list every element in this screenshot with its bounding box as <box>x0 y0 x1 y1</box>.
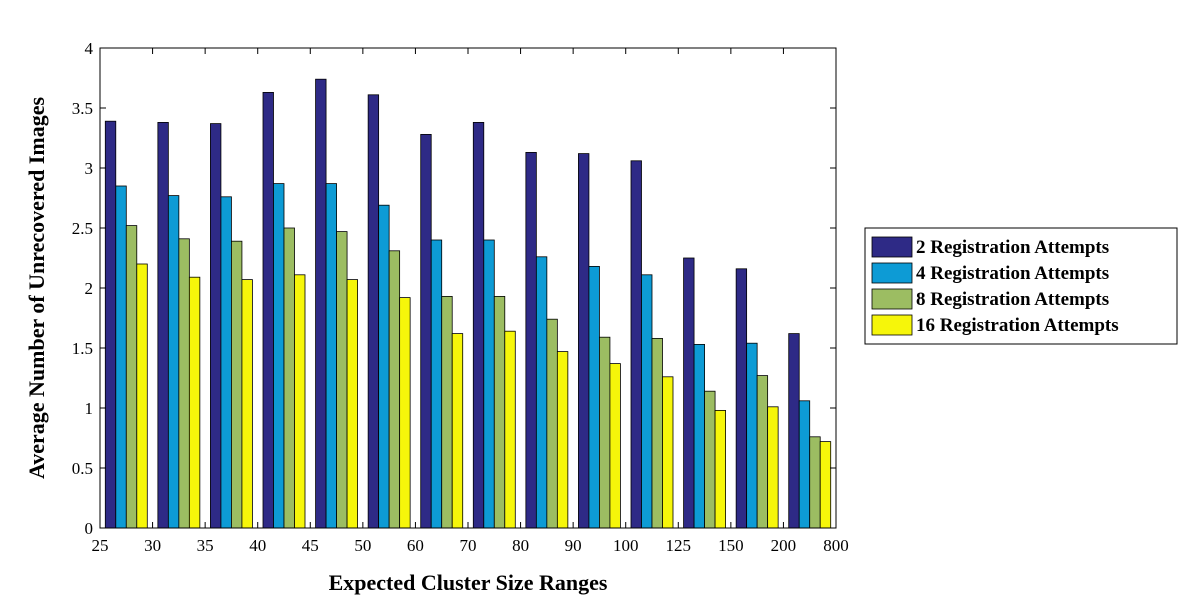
bar <box>210 123 222 529</box>
bar <box>714 409 726 529</box>
legend-label: 16 Registration Attempts <box>916 315 1119 336</box>
x-tick-label: 125 <box>666 536 692 555</box>
legend-swatch <box>871 314 913 336</box>
bar <box>704 390 716 529</box>
x-tick-label: 70 <box>460 536 477 555</box>
bar <box>178 238 190 529</box>
bar <box>578 153 590 529</box>
bar <box>472 122 485 529</box>
bar <box>283 227 295 529</box>
bar <box>735 268 748 529</box>
legend-label: 2 Registration Attempts <box>916 237 1109 258</box>
x-tick-label: 50 <box>354 536 371 555</box>
y-axis-title: Average Number of Unrecovered Images <box>24 97 49 479</box>
y-tick-label: 4 <box>85 39 94 58</box>
bar <box>273 183 285 529</box>
bar <box>315 78 327 529</box>
y-tick-label: 0.5 <box>72 459 93 478</box>
bar <box>483 239 495 529</box>
y-tick-label: 2.5 <box>72 219 93 238</box>
bar <box>641 274 653 529</box>
bar <box>788 333 800 529</box>
bar <box>556 351 569 529</box>
x-tick-label: 35 <box>197 536 214 555</box>
bar <box>136 263 148 529</box>
bar <box>188 276 201 529</box>
bar <box>157 122 169 529</box>
bar <box>420 133 432 529</box>
bar <box>115 185 127 529</box>
bar <box>220 196 232 529</box>
x-axis-title: Expected Cluster Size Ranges <box>329 570 608 595</box>
bar <box>809 436 821 529</box>
legend-label: 8 Registration Attempts <box>916 289 1109 310</box>
bar <box>104 120 117 529</box>
bar <box>683 257 695 529</box>
bar <box>378 204 390 529</box>
bar <box>262 92 274 529</box>
bar <box>430 239 443 529</box>
bar <box>504 330 516 529</box>
bar <box>630 160 642 529</box>
bar <box>525 151 537 529</box>
bar <box>325 183 337 529</box>
legend-swatch <box>871 262 913 284</box>
bar <box>336 231 348 529</box>
y-tick-label: 3.5 <box>72 99 93 118</box>
bar <box>346 279 358 529</box>
bar <box>388 250 401 529</box>
x-tick-label: 30 <box>144 536 161 555</box>
bar <box>798 400 811 529</box>
y-tick-label: 1.5 <box>72 339 93 358</box>
bar <box>819 441 832 529</box>
bar <box>767 406 779 529</box>
y-tick-label: 3 <box>85 159 94 178</box>
bar <box>241 279 253 529</box>
y-tick-label: 0 <box>85 519 94 538</box>
x-tick-label: 45 <box>302 536 319 555</box>
bar <box>609 363 621 529</box>
legend-label: 4 Registration Attempts <box>916 263 1109 284</box>
x-tick-label: 80 <box>512 536 529 555</box>
x-tick-label: 25 <box>92 536 109 555</box>
x-axis-ticks: 25 30 35 40 45 50 60 70 80 90 100 125 150 200 800 <box>92 48 849 555</box>
y-axis-ticks: 0 0.5 1 1.5 2 2.5 3 3.5 4 <box>72 39 836 538</box>
bar <box>662 376 674 529</box>
bar <box>756 375 769 529</box>
bar <box>294 274 306 529</box>
legend-box <box>864 227 1178 345</box>
x-tick-label: 40 <box>249 536 266 555</box>
bars-group <box>104 78 832 529</box>
bar <box>651 337 663 529</box>
bar <box>399 297 411 529</box>
x-tick-label: 100 <box>613 536 639 555</box>
bar <box>693 343 705 529</box>
bar <box>231 240 243 529</box>
x-tick-label: 150 <box>718 536 744 555</box>
y-tick-label: 2 <box>85 279 94 298</box>
bar <box>441 295 453 529</box>
x-tick-label: 200 <box>771 536 797 555</box>
bar <box>746 342 758 529</box>
bar <box>125 225 138 529</box>
bar <box>599 336 611 529</box>
legend-swatch <box>871 236 913 258</box>
bar <box>167 195 180 529</box>
legend-swatch <box>871 288 913 310</box>
bar <box>535 256 548 529</box>
bar <box>546 318 558 529</box>
x-tick-label: 90 <box>565 536 582 555</box>
x-tick-label: 800 <box>823 536 849 555</box>
y-tick-label: 1 <box>85 399 94 418</box>
legend: 2 Registration Attempts 4 Registration At… <box>864 227 1178 345</box>
bar <box>588 265 600 529</box>
bar <box>493 295 506 529</box>
x-tick-label: 60 <box>407 536 424 555</box>
bar <box>367 94 380 529</box>
bar <box>451 333 464 529</box>
